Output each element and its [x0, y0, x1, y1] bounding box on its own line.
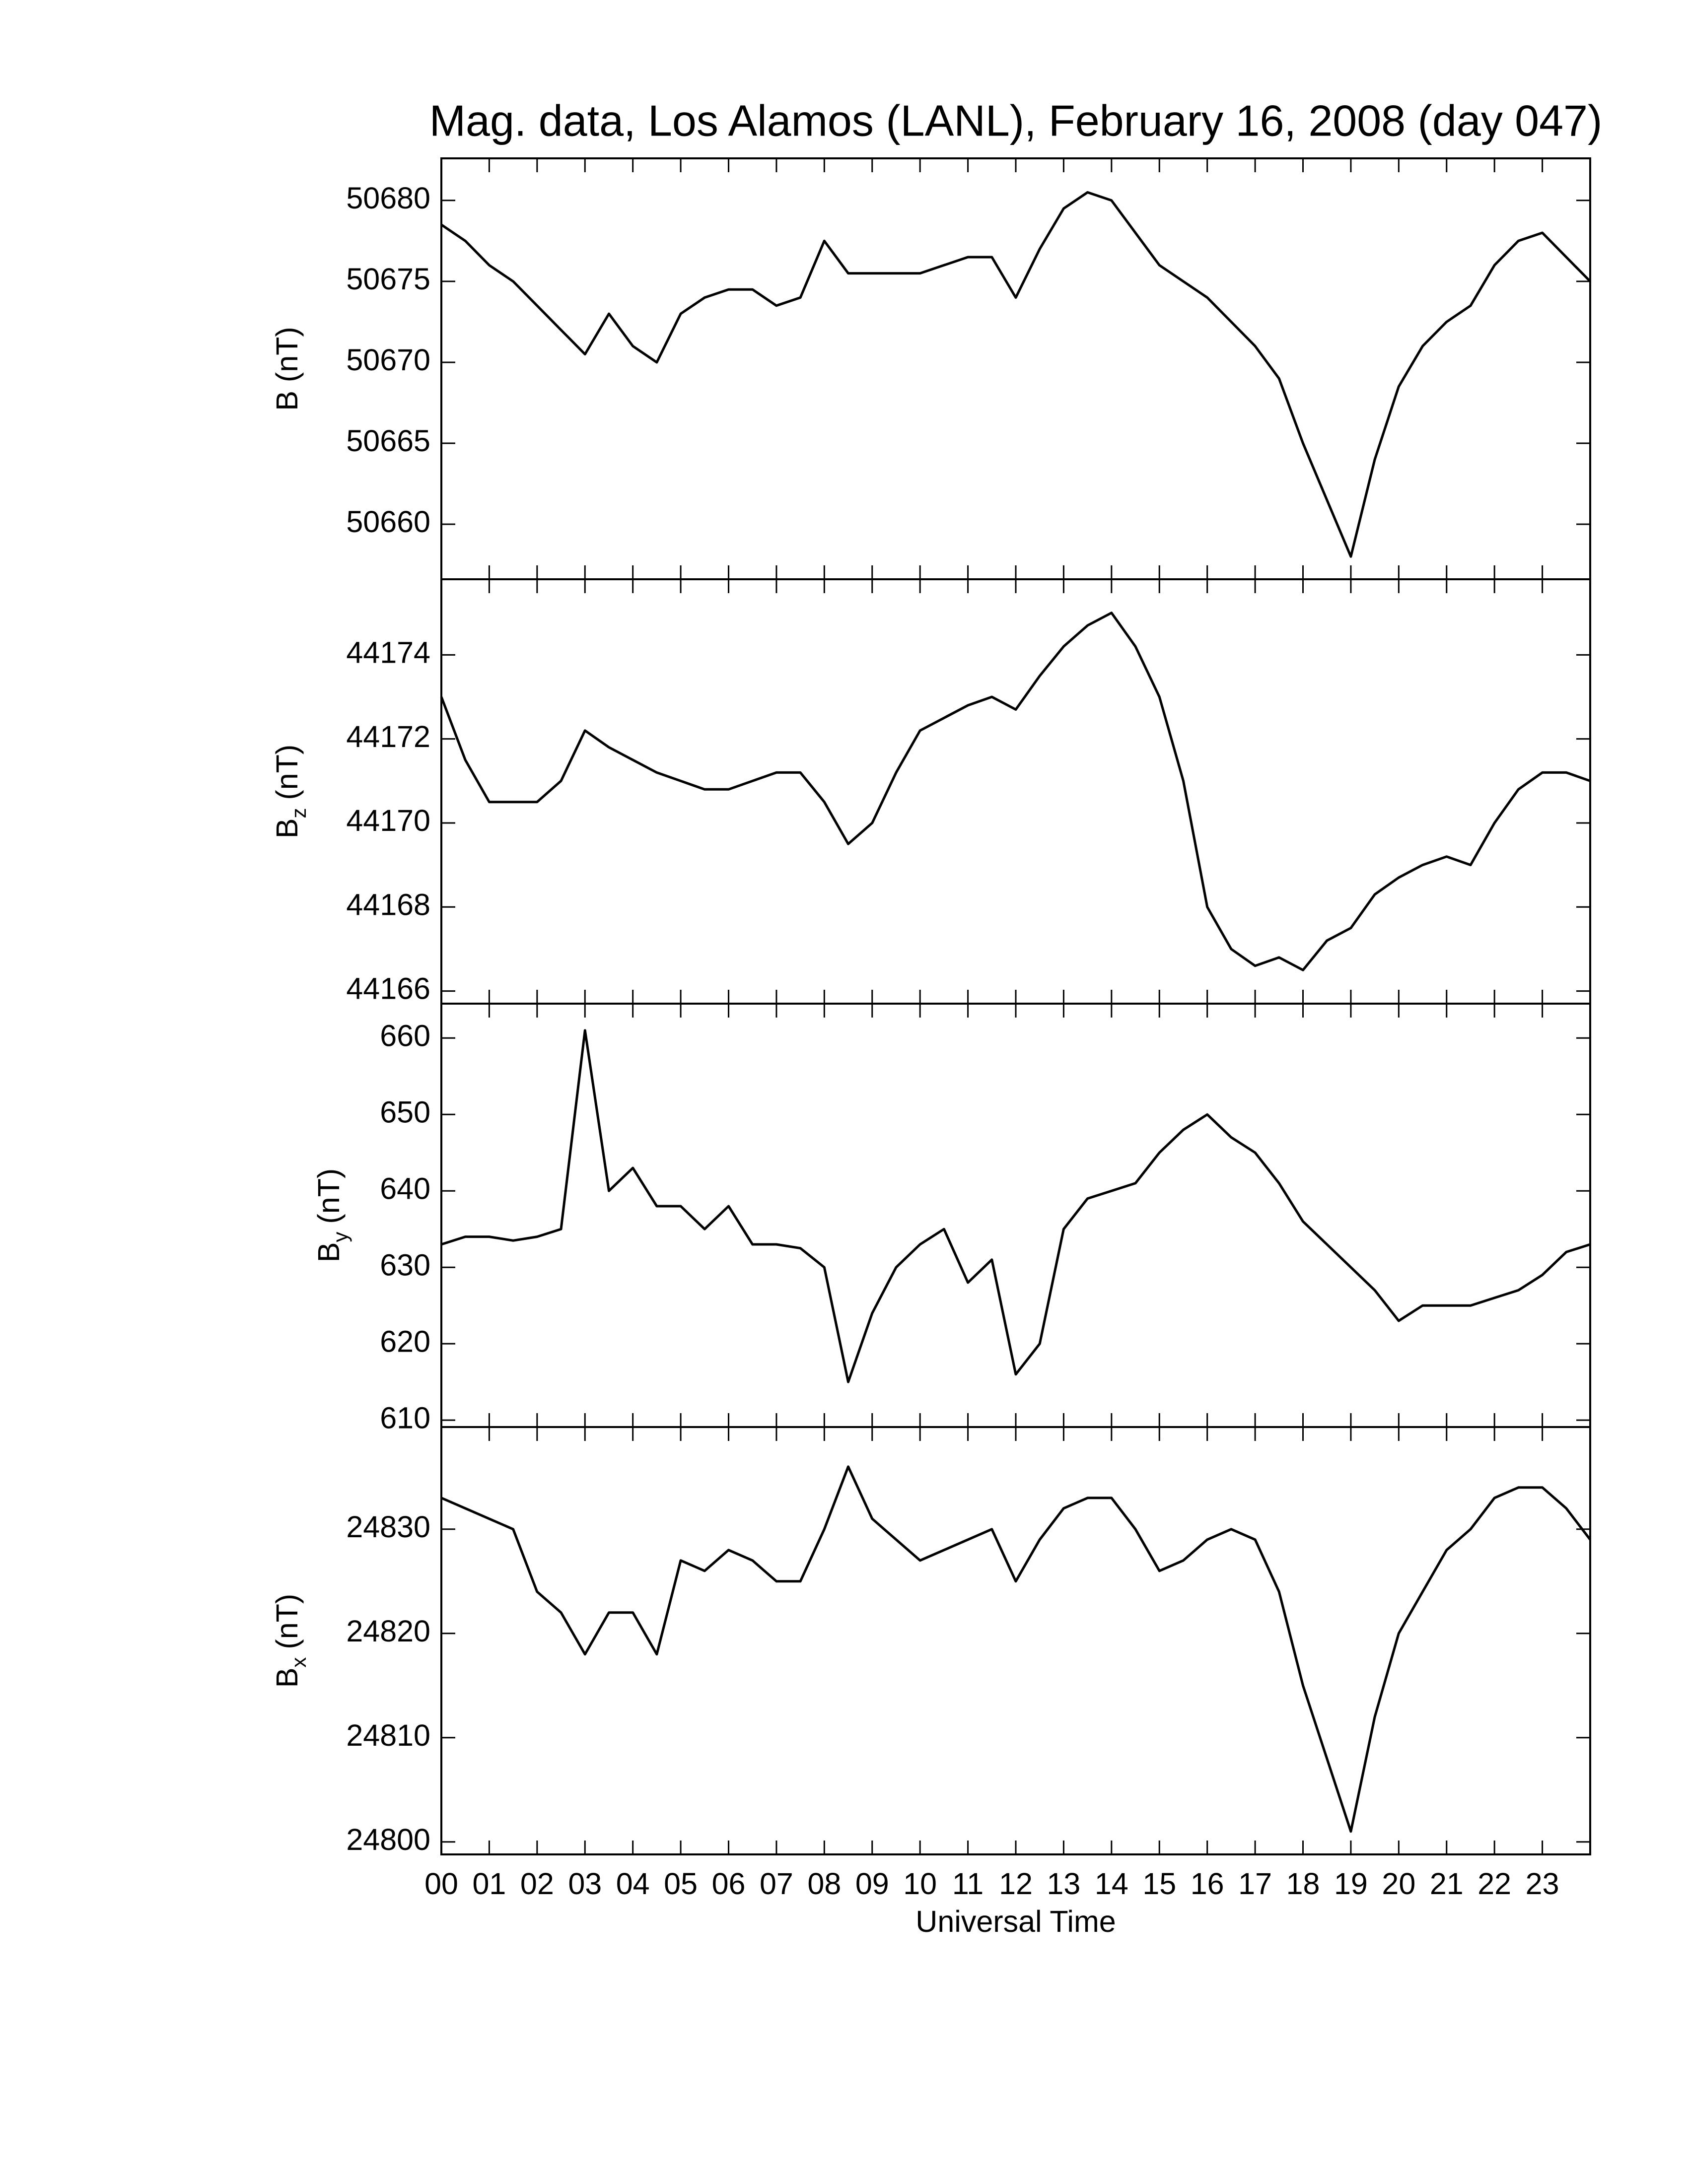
- y-axis-label: Bz (nT): [270, 745, 310, 839]
- x-tick-label: 13: [1047, 1867, 1080, 1901]
- x-tick-label: 14: [1095, 1867, 1128, 1901]
- x-tick-label: 04: [616, 1867, 650, 1901]
- y-tick-label: 24830: [346, 1510, 430, 1544]
- data-line: [440, 612, 1591, 971]
- y-tick-label: 50670: [346, 343, 430, 377]
- x-tick-label: 21: [1430, 1867, 1464, 1901]
- data-line: [441, 1029, 1591, 1383]
- y-tick-label: 50675: [346, 262, 430, 296]
- y-label-main: B: [270, 1668, 304, 1688]
- x-tick-label: 19: [1334, 1867, 1368, 1901]
- y-tick-label: 630: [380, 1248, 430, 1282]
- x-tick-label: 08: [807, 1867, 841, 1901]
- y-label-sub: z: [287, 808, 310, 819]
- data-line: [441, 1465, 1591, 1833]
- y-label-sub: x: [287, 1657, 310, 1668]
- x-tick-label: 18: [1286, 1867, 1320, 1901]
- x-tick-label: 06: [712, 1867, 746, 1901]
- x-tick-label: 11: [952, 1867, 984, 1901]
- y-axis-label: By (nT): [312, 1168, 352, 1263]
- x-tick-label: 07: [760, 1867, 793, 1901]
- y-label-unit: (nT): [270, 745, 304, 800]
- y-label-main: B: [312, 1242, 346, 1263]
- x-axis-label: Universal Time: [915, 1905, 1116, 1938]
- x-tick-label: 23: [1526, 1867, 1559, 1901]
- y-tick-label: 44170: [346, 804, 430, 837]
- y-label-main: B (nT): [270, 327, 304, 410]
- x-tick-label: 15: [1142, 1867, 1176, 1901]
- y-label-sub: y: [329, 1232, 352, 1242]
- y-axis-label: B (nT): [270, 327, 304, 410]
- y-label-unit: (nT): [270, 1594, 304, 1649]
- y-tick-label: 24810: [346, 1718, 430, 1752]
- x-tick-label: 00: [424, 1867, 458, 1901]
- data-line: [440, 191, 1591, 558]
- x-tick-label: 12: [999, 1867, 1033, 1901]
- y-tick-label: 50665: [346, 424, 430, 458]
- x-tick-label: 05: [664, 1867, 698, 1901]
- y-tick-label: 640: [380, 1171, 430, 1205]
- y-tick-label: 620: [380, 1324, 430, 1358]
- y-tick-label: 24800: [346, 1823, 430, 1856]
- x-tick-label: 10: [903, 1867, 937, 1901]
- y-tick-label: 50680: [346, 181, 430, 215]
- x-tick-label: 01: [472, 1867, 506, 1901]
- y-axis-label: Bx (nT): [270, 1594, 310, 1688]
- x-tick-label: 22: [1477, 1867, 1511, 1901]
- y-tick-label: 660: [380, 1019, 430, 1052]
- y-tick-label: 44168: [346, 887, 430, 921]
- x-tick-label: 09: [855, 1867, 889, 1901]
- y-tick-label: 650: [380, 1095, 430, 1129]
- y-tick-label: 24820: [346, 1614, 430, 1648]
- x-tick-label: 03: [568, 1867, 602, 1901]
- x-tick-label: 17: [1238, 1867, 1272, 1901]
- y-label-unit: (nT): [312, 1168, 346, 1224]
- y-tick-label: 44166: [346, 972, 430, 1006]
- x-tick-label: 16: [1191, 1867, 1224, 1901]
- y-tick-label: 44172: [346, 720, 430, 753]
- y-tick-label: 50660: [346, 505, 430, 539]
- x-tick-label: 20: [1382, 1867, 1415, 1901]
- y-tick-label: 610: [380, 1401, 430, 1434]
- chart-title: Mag. data, Los Alamos (LANL), February 1…: [429, 96, 1603, 145]
- y-label-main: B: [270, 819, 304, 839]
- y-tick-label: 44174: [346, 635, 430, 669]
- x-tick-label: 02: [520, 1867, 554, 1901]
